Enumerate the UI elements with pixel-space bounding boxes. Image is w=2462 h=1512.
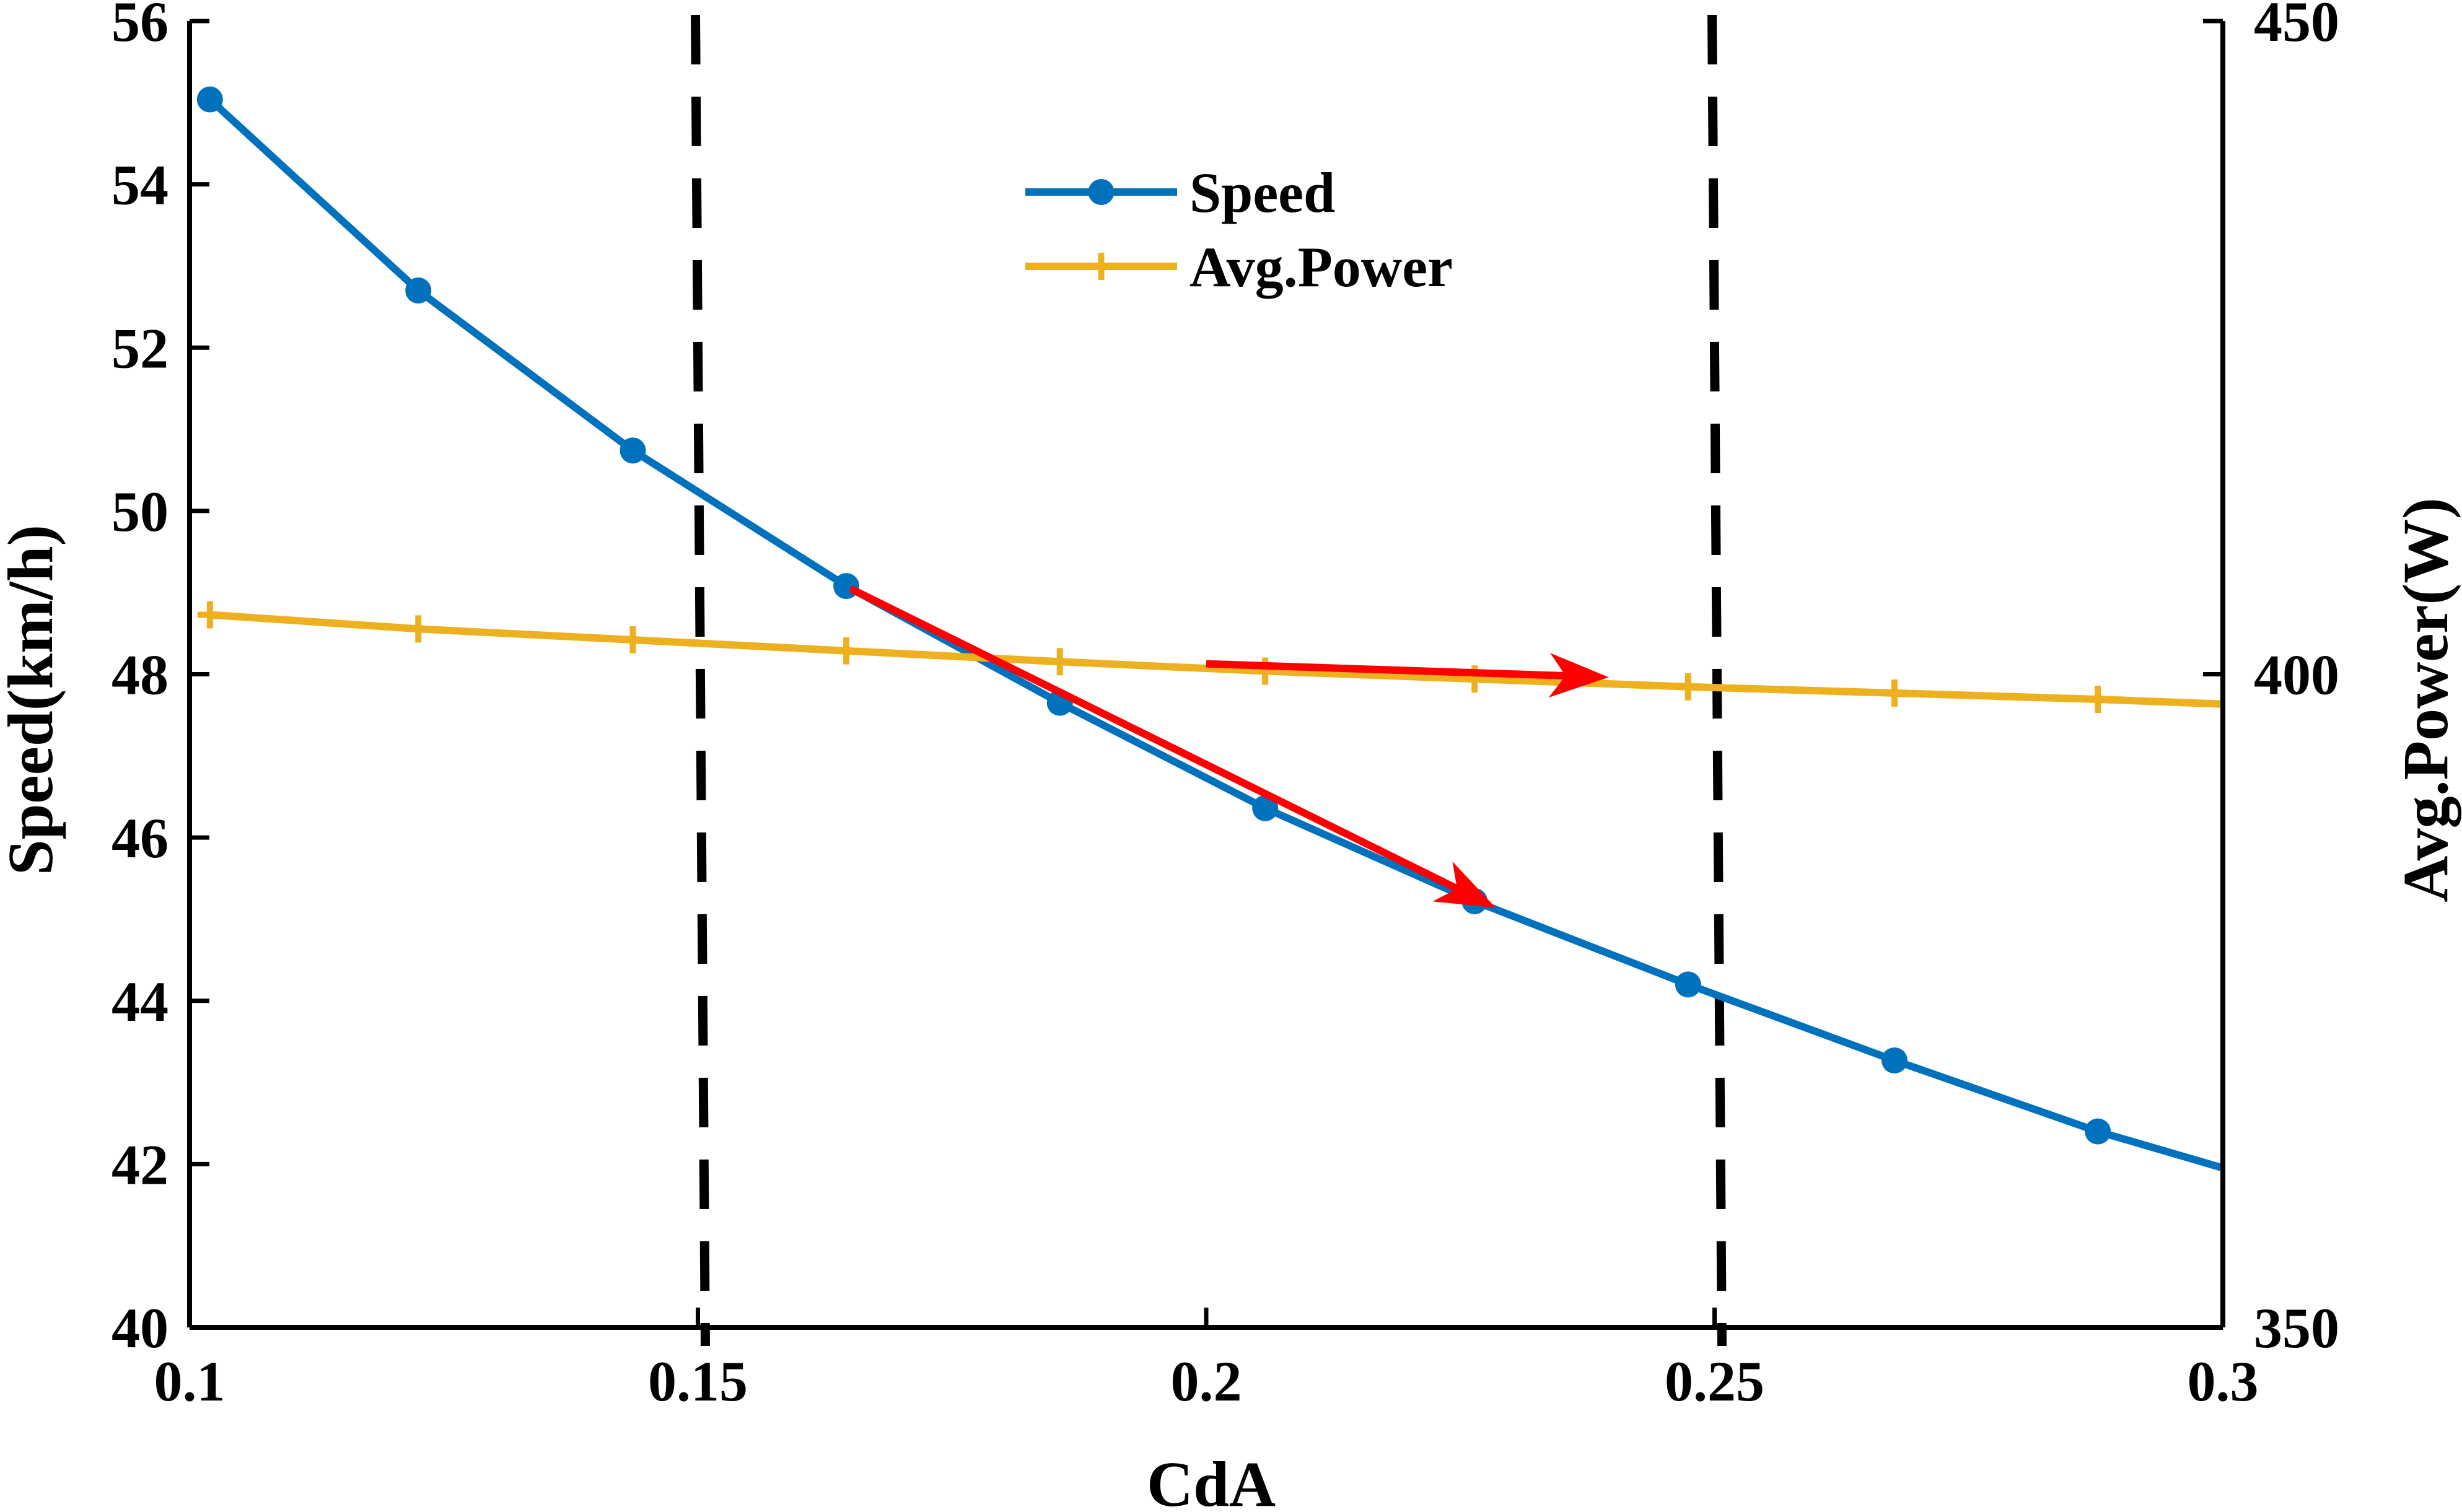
series-point-1-0 (197, 601, 222, 629)
annotations-layer (848, 585, 1609, 908)
red-arrow-1 (1206, 653, 1609, 698)
series-point-1-4 (1047, 648, 1072, 676)
reference-line-1 (1707, 14, 1727, 1347)
series-point-0-8 (1881, 1047, 1908, 1073)
y2-tick-label-1: 400 (2254, 644, 2339, 707)
series-point-1-8 (1882, 679, 1907, 707)
series-point-1-1 (406, 615, 431, 643)
reference-line-0 (691, 14, 710, 1347)
series-point-0-5 (1252, 795, 1279, 821)
legend: Speed Avg.Power (1025, 161, 1453, 299)
series-point-1-3 (834, 637, 859, 665)
series-point-1-9 (2085, 685, 2111, 713)
legend-label-1: Avg.Power (1189, 235, 1453, 299)
series-point-0-1 (405, 277, 432, 304)
series-point-0-7 (1675, 971, 1701, 998)
tick-labels-layer: 0.1 0.15 0.2 0.25 0.3 40 42 44 46 48 50 52 54 56 350 40… (112, 0, 2339, 1413)
axes-layer (187, 19, 2225, 1330)
x-axis-title: CdA (1147, 1449, 1276, 1512)
x-tick-label-3: 0.25 (1665, 1350, 1764, 1413)
series-point-1-7 (1675, 673, 1701, 701)
y2-tick-label-2: 450 (2254, 0, 2339, 53)
series-point-0-3 (833, 573, 860, 600)
y-tick-label-1: 42 (112, 1133, 169, 1196)
series-point-0-2 (620, 437, 646, 464)
x-tick-label-0: 0.1 (154, 1350, 226, 1413)
y-tick-label-8: 56 (112, 0, 169, 53)
x-tick-label-4: 0.3 (2188, 1350, 2259, 1413)
y-tick-label-4: 48 (112, 644, 169, 707)
legend-label-0: Speed (1189, 161, 1335, 224)
y-tick-label-0: 40 (112, 1296, 169, 1360)
series-point-0-9 (2085, 1118, 2111, 1145)
y2-tick-label-0: 350 (2254, 1296, 2339, 1360)
y-tick-label-6: 52 (112, 317, 169, 380)
series-point-1-5 (1253, 657, 1278, 685)
series-line-avg-power (209, 611, 2221, 708)
y-tick-label-3: 46 (112, 806, 169, 870)
y-tick-label-5: 50 (112, 480, 169, 543)
x-tick-label-1: 0.15 (648, 1350, 748, 1413)
legend-marker-0 (1088, 179, 1115, 205)
series-point-0-0 (196, 86, 223, 113)
red-arrow-0 (848, 585, 1496, 908)
series-point-1-2 (620, 626, 646, 654)
legend-marker-1 (1089, 253, 1114, 280)
reference-lines (691, 14, 1727, 1347)
y-tick-label-7: 54 (112, 154, 169, 217)
y-axis-title-left: Speed(km/h) (0, 525, 66, 875)
y-tick-label-2: 44 (112, 970, 169, 1033)
y-axis-title-right: Avg.Power(W) (2390, 497, 2461, 902)
x-tick-label-2: 0.2 (1171, 1350, 1242, 1413)
